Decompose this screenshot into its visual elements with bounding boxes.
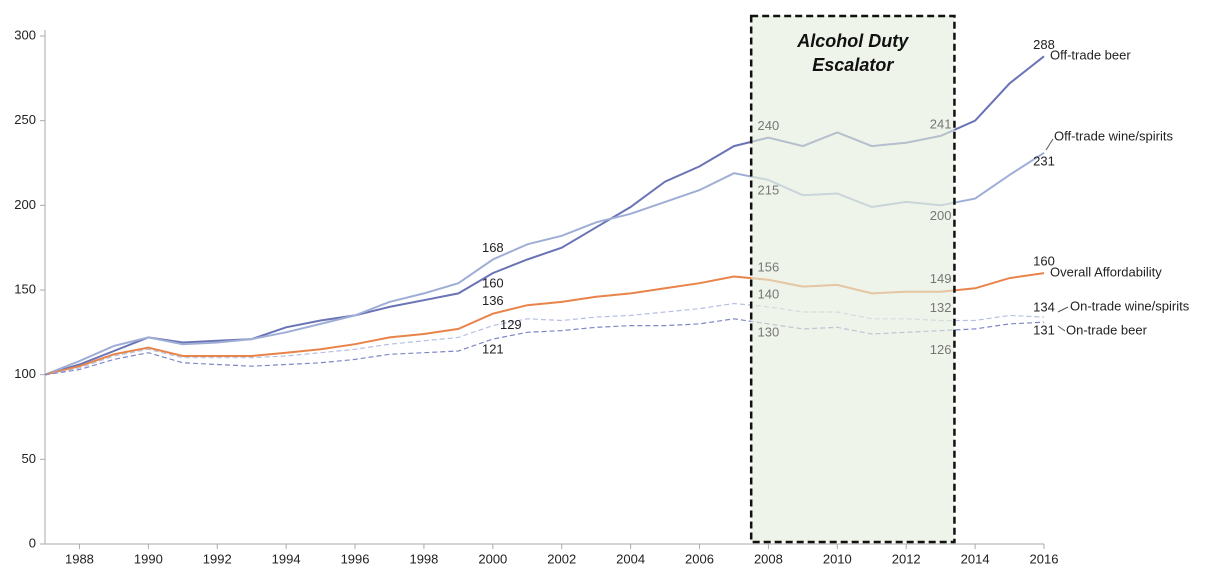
value-label: 200 xyxy=(930,208,952,223)
value-label: 231 xyxy=(1033,153,1055,168)
leader-line xyxy=(1057,306,1069,313)
annotation-text: Alcohol Duty xyxy=(796,31,909,51)
x-tick-label: 1994 xyxy=(272,551,301,565)
value-label: 156 xyxy=(758,259,780,274)
x-tick-label: 2004 xyxy=(616,551,645,565)
series-label: On-trade wine/spirits xyxy=(1070,298,1190,313)
y-tick-label: 100 xyxy=(14,366,36,381)
x-tick-label: 2010 xyxy=(823,551,852,565)
x-tick-label: 1996 xyxy=(341,551,370,565)
annotation-text: Escalator xyxy=(812,55,894,75)
value-label: 160 xyxy=(482,276,504,291)
series-label: Overall Affordability xyxy=(1050,264,1162,279)
y-tick-label: 250 xyxy=(14,112,36,127)
value-label: 130 xyxy=(758,324,780,339)
value-label: 126 xyxy=(930,342,952,357)
value-label: 131 xyxy=(1033,323,1055,338)
value-label: 149 xyxy=(930,271,952,286)
leader-line xyxy=(1057,325,1066,332)
value-label: 136 xyxy=(482,293,504,308)
value-label: 160 xyxy=(1033,254,1055,269)
series-label: On-trade beer xyxy=(1066,322,1148,337)
value-label: 288 xyxy=(1033,37,1055,52)
value-label: 129 xyxy=(500,317,522,332)
value-label: 132 xyxy=(930,300,952,315)
y-tick-label: 300 xyxy=(14,27,36,42)
x-tick-label: 2008 xyxy=(754,551,783,565)
y-tick-label: 50 xyxy=(22,451,36,466)
y-tick-label: 200 xyxy=(14,197,36,212)
x-tick-label: 1998 xyxy=(409,551,438,565)
x-tick-label: 1990 xyxy=(134,551,163,565)
x-tick-label: 2014 xyxy=(961,551,990,565)
x-tick-label: 2000 xyxy=(478,551,507,565)
series-label: Off-trade beer xyxy=(1050,47,1131,62)
x-tick-label: 1992 xyxy=(203,551,232,565)
value-label: 140 xyxy=(758,286,780,301)
x-tick-label: 2006 xyxy=(685,551,714,565)
value-label: 240 xyxy=(758,118,780,133)
annotation-region xyxy=(749,14,956,544)
x-tick-label: 2012 xyxy=(892,551,921,565)
leader-line xyxy=(1045,138,1054,151)
x-tick-label: 2002 xyxy=(547,551,576,565)
y-tick-label: 150 xyxy=(14,281,36,296)
value-label: 168 xyxy=(482,240,504,255)
value-label: 134 xyxy=(1033,300,1055,315)
series-label: Off-trade wine/spirits xyxy=(1054,128,1173,143)
value-label: 215 xyxy=(758,182,780,197)
x-tick-label: 2016 xyxy=(1030,551,1059,565)
x-tick-label: 1988 xyxy=(65,551,94,565)
y-tick-label: 0 xyxy=(29,535,36,550)
value-label: 241 xyxy=(930,116,952,131)
value-label: 121 xyxy=(482,342,504,357)
